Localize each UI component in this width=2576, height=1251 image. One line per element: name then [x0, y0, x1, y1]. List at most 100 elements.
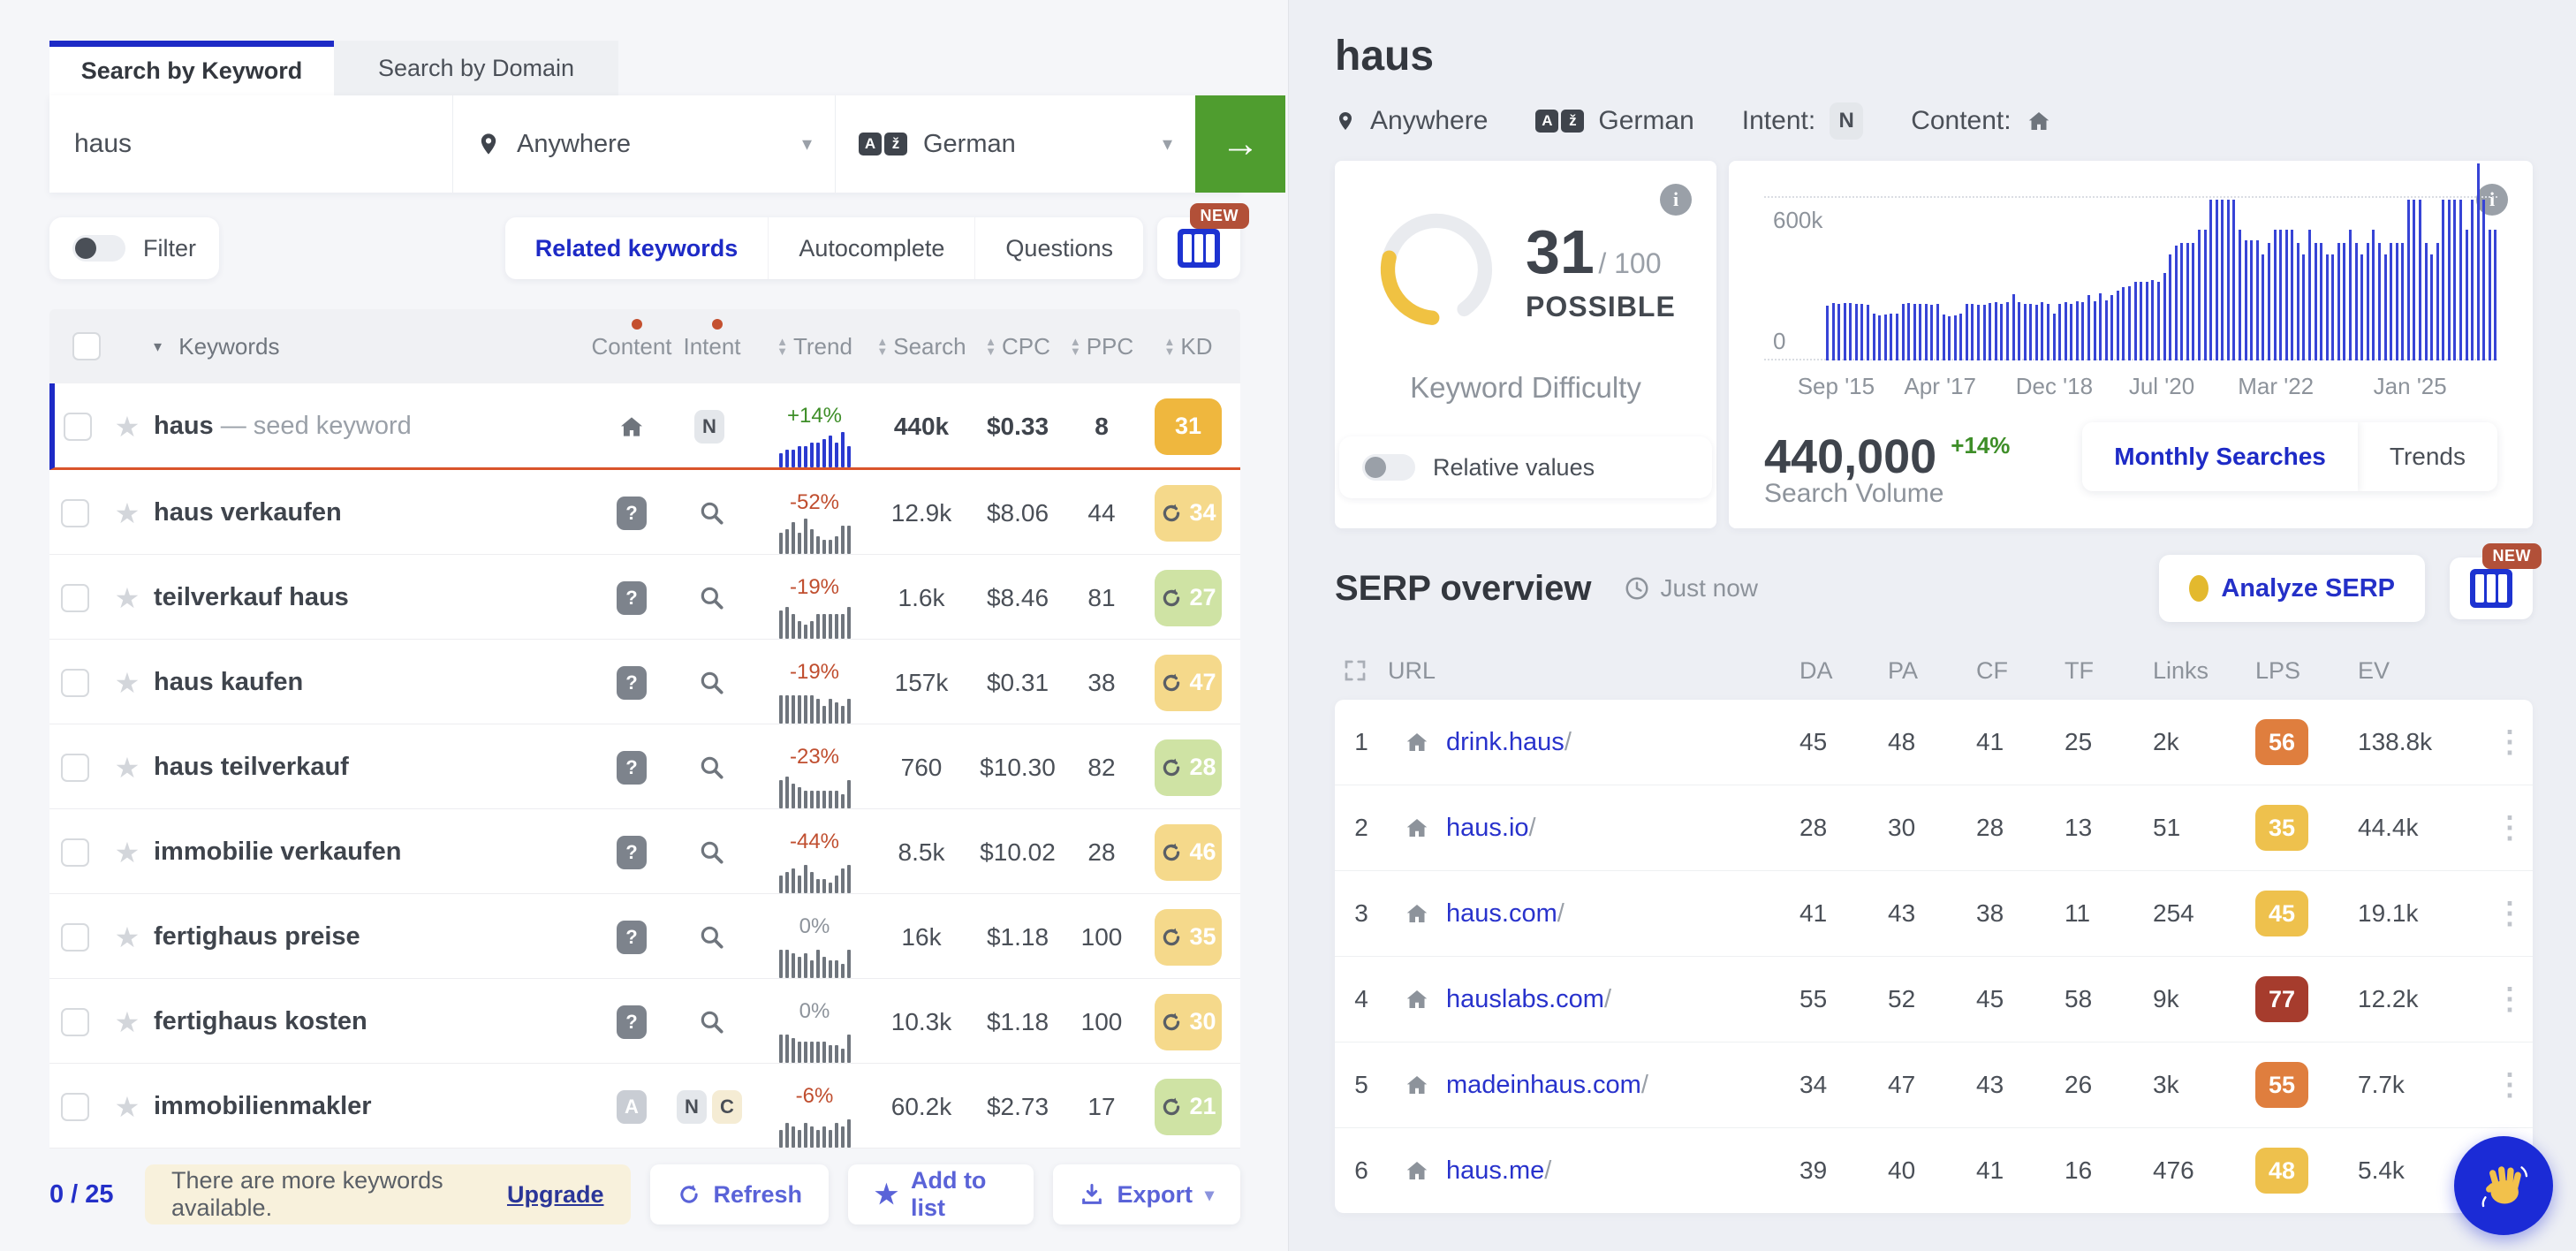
row-checkbox[interactable]: [61, 1007, 89, 1036]
intent-cell[interactable]: [670, 499, 754, 527]
favorite-star-icon[interactable]: ★: [114, 581, 140, 614]
header-content[interactable]: Content: [591, 318, 672, 360]
intent-cell[interactable]: [670, 669, 754, 697]
favorite-star-icon[interactable]: ★: [114, 497, 140, 529]
row-checkbox[interactable]: [61, 922, 89, 952]
keyword-label[interactable]: fertighaus preise: [154, 922, 360, 951]
upgrade-link[interactable]: Upgrade: [506, 1180, 604, 1208]
header-trend[interactable]: ▲ ▼ Trend: [777, 332, 852, 360]
content-cell[interactable]: ?: [594, 920, 670, 954]
header-ev[interactable]: EV: [2358, 656, 2390, 684]
intent-cell[interactable]: [670, 1008, 754, 1036]
relative-values-toggle[interactable]: [1362, 454, 1415, 481]
row-menu-icon[interactable]: ⋮: [2495, 1068, 2525, 1102]
kd-badge[interactable]: 30: [1155, 993, 1222, 1050]
header-lps[interactable]: LPS: [2255, 656, 2301, 684]
kd-badge[interactable]: 27: [1155, 569, 1222, 626]
serp-url-link[interactable]: haus.io/: [1446, 813, 1536, 842]
header-ppc[interactable]: ▲ ▼ PPC: [1069, 332, 1134, 360]
header-pa[interactable]: PA: [1888, 656, 1919, 684]
favorite-star-icon[interactable]: ★: [114, 1090, 140, 1123]
tab-search-by-keyword[interactable]: Search by Keyword: [49, 41, 334, 95]
expand-icon[interactable]: [1342, 657, 1368, 684]
export-button[interactable]: Export ▾: [1053, 1164, 1240, 1224]
keyword-row[interactable]: ★ haus teilverkauf? -23% 760 $10.30 82 28: [49, 724, 1240, 809]
row-checkbox[interactable]: [61, 498, 89, 527]
tab-search-by-domain[interactable]: Search by Domain: [334, 41, 618, 95]
row-menu-icon[interactable]: ⋮: [2495, 897, 2525, 930]
tab-monthly-searches[interactable]: Monthly Searches: [2082, 422, 2358, 491]
header-keywords[interactable]: ▾ Keywords: [154, 332, 280, 360]
keyword-row[interactable]: ★ immobilie verkaufen? -44% 8.5k $10.02 28 46: [49, 809, 1240, 894]
content-cell[interactable]: ?: [594, 665, 670, 700]
info-icon[interactable]: i: [1660, 184, 1692, 216]
serp-url-link[interactable]: hauslabs.com/: [1446, 984, 1611, 1013]
chat-widget-button[interactable]: [2454, 1136, 2553, 1235]
serp-row[interactable]: 4 hauslabs.com/55 52 45 58 9k 77 12.2k ⋮: [1335, 957, 2533, 1042]
kd-badge[interactable]: 35: [1155, 908, 1222, 966]
serp-row[interactable]: 2 haus.io/28 30 28 13 51 35 44.4k ⋮: [1335, 785, 2533, 871]
serp-row[interactable]: 1 drink.haus/45 48 41 25 2k 56 138.8k ⋮: [1335, 700, 2533, 785]
keyword-label[interactable]: immobilie verkaufen: [154, 838, 402, 866]
header-tf[interactable]: TF: [2065, 656, 2094, 684]
keyword-label[interactable]: immobilienmakler: [154, 1092, 372, 1120]
content-cell[interactable]: A: [594, 1089, 670, 1124]
header-cf[interactable]: CF: [1976, 656, 2008, 684]
intent-cell[interactable]: N: [670, 409, 754, 444]
serp-url-link[interactable]: madeinhaus.com/: [1446, 1070, 1648, 1099]
filter-toggle-chip[interactable]: Filter: [49, 217, 219, 279]
keyword-row[interactable]: ★ immobilienmakler A N C -6% 60.2k $2.73 17 21: [49, 1064, 1240, 1149]
row-menu-icon[interactable]: ⋮: [2495, 982, 2525, 1016]
tab-related-keywords[interactable]: Related keywords: [505, 217, 769, 279]
favorite-star-icon[interactable]: ★: [114, 410, 140, 443]
content-cell[interactable]: ?: [594, 496, 670, 530]
tab-questions[interactable]: Questions: [1005, 234, 1113, 262]
serp-manage-columns-button[interactable]: NEW: [2450, 543, 2542, 619]
kd-badge[interactable]: 34: [1155, 484, 1222, 542]
tab-trends[interactable]: Trends: [2389, 443, 2466, 470]
favorite-star-icon[interactable]: ★: [114, 1005, 140, 1038]
content-cell[interactable]: ?: [594, 835, 670, 869]
serp-row[interactable]: 3 haus.com/41 43 38 11 254 45 19.1k ⋮: [1335, 871, 2533, 957]
row-checkbox[interactable]: [61, 838, 89, 867]
header-kd[interactable]: ▲ ▼ KD: [1163, 332, 1213, 360]
keyword-label[interactable]: haus kaufen: [154, 668, 304, 696]
row-checkbox[interactable]: [64, 412, 92, 441]
intent-cell[interactable]: [670, 584, 754, 612]
row-checkbox[interactable]: [61, 668, 89, 697]
favorite-star-icon[interactable]: ★: [114, 921, 140, 953]
header-intent[interactable]: Intent: [670, 318, 754, 360]
info-icon[interactable]: i: [2476, 184, 2508, 216]
keyword-label[interactable]: haus teilverkauf: [154, 753, 349, 781]
refresh-button[interactable]: Refresh: [649, 1164, 830, 1224]
filter-toggle[interactable]: [72, 235, 125, 262]
favorite-star-icon[interactable]: ★: [114, 751, 140, 784]
serp-url-link[interactable]: haus.com/: [1446, 898, 1565, 928]
content-cell[interactable]: ?: [594, 1005, 670, 1039]
keyword-label[interactable]: fertighaus kosten: [154, 1007, 367, 1035]
row-checkbox[interactable]: [61, 1092, 89, 1121]
serp-row[interactable]: 5 madeinhaus.com/34 47 43 26 3k 55 7.7k ⋮: [1335, 1042, 2533, 1128]
intent-cell[interactable]: [670, 923, 754, 952]
kd-badge[interactable]: 21: [1155, 1078, 1222, 1135]
favorite-star-icon[interactable]: ★: [114, 836, 140, 868]
header-cpc[interactable]: ▲ ▼ CPC: [985, 332, 1050, 360]
serp-url-link[interactable]: haus.me/: [1446, 1156, 1552, 1185]
keyword-row[interactable]: ★ fertighaus kosten? 0% 10.3k $1.18 100 30: [49, 979, 1240, 1064]
keyword-row[interactable]: ★ teilverkauf haus? -19% 1.6k $8.46 81 27: [49, 555, 1240, 640]
keyword-row[interactable]: ★ haus verkaufen? -52% 12.9k $8.06 44 34: [49, 470, 1240, 555]
manage-columns-button[interactable]: NEW: [1157, 203, 1249, 279]
keyword-row[interactable]: ★ fertighaus preise? 0% 16k $1.18 100 35: [49, 894, 1240, 979]
content-cell[interactable]: ?: [594, 580, 670, 615]
content-cell[interactable]: ?: [594, 750, 670, 785]
kd-badge[interactable]: 46: [1155, 823, 1222, 881]
keyword-row[interactable]: ★ haus — seed keyword N +14% 440k $0.33 8 31: [49, 383, 1240, 470]
relative-values-chip[interactable]: Relative values: [1339, 436, 1712, 498]
intent-cell[interactable]: [670, 838, 754, 867]
tab-autocomplete[interactable]: Autocomplete: [769, 217, 976, 279]
header-links[interactable]: Links: [2153, 656, 2209, 684]
header-search[interactable]: ▲ ▼ Search: [876, 332, 966, 360]
